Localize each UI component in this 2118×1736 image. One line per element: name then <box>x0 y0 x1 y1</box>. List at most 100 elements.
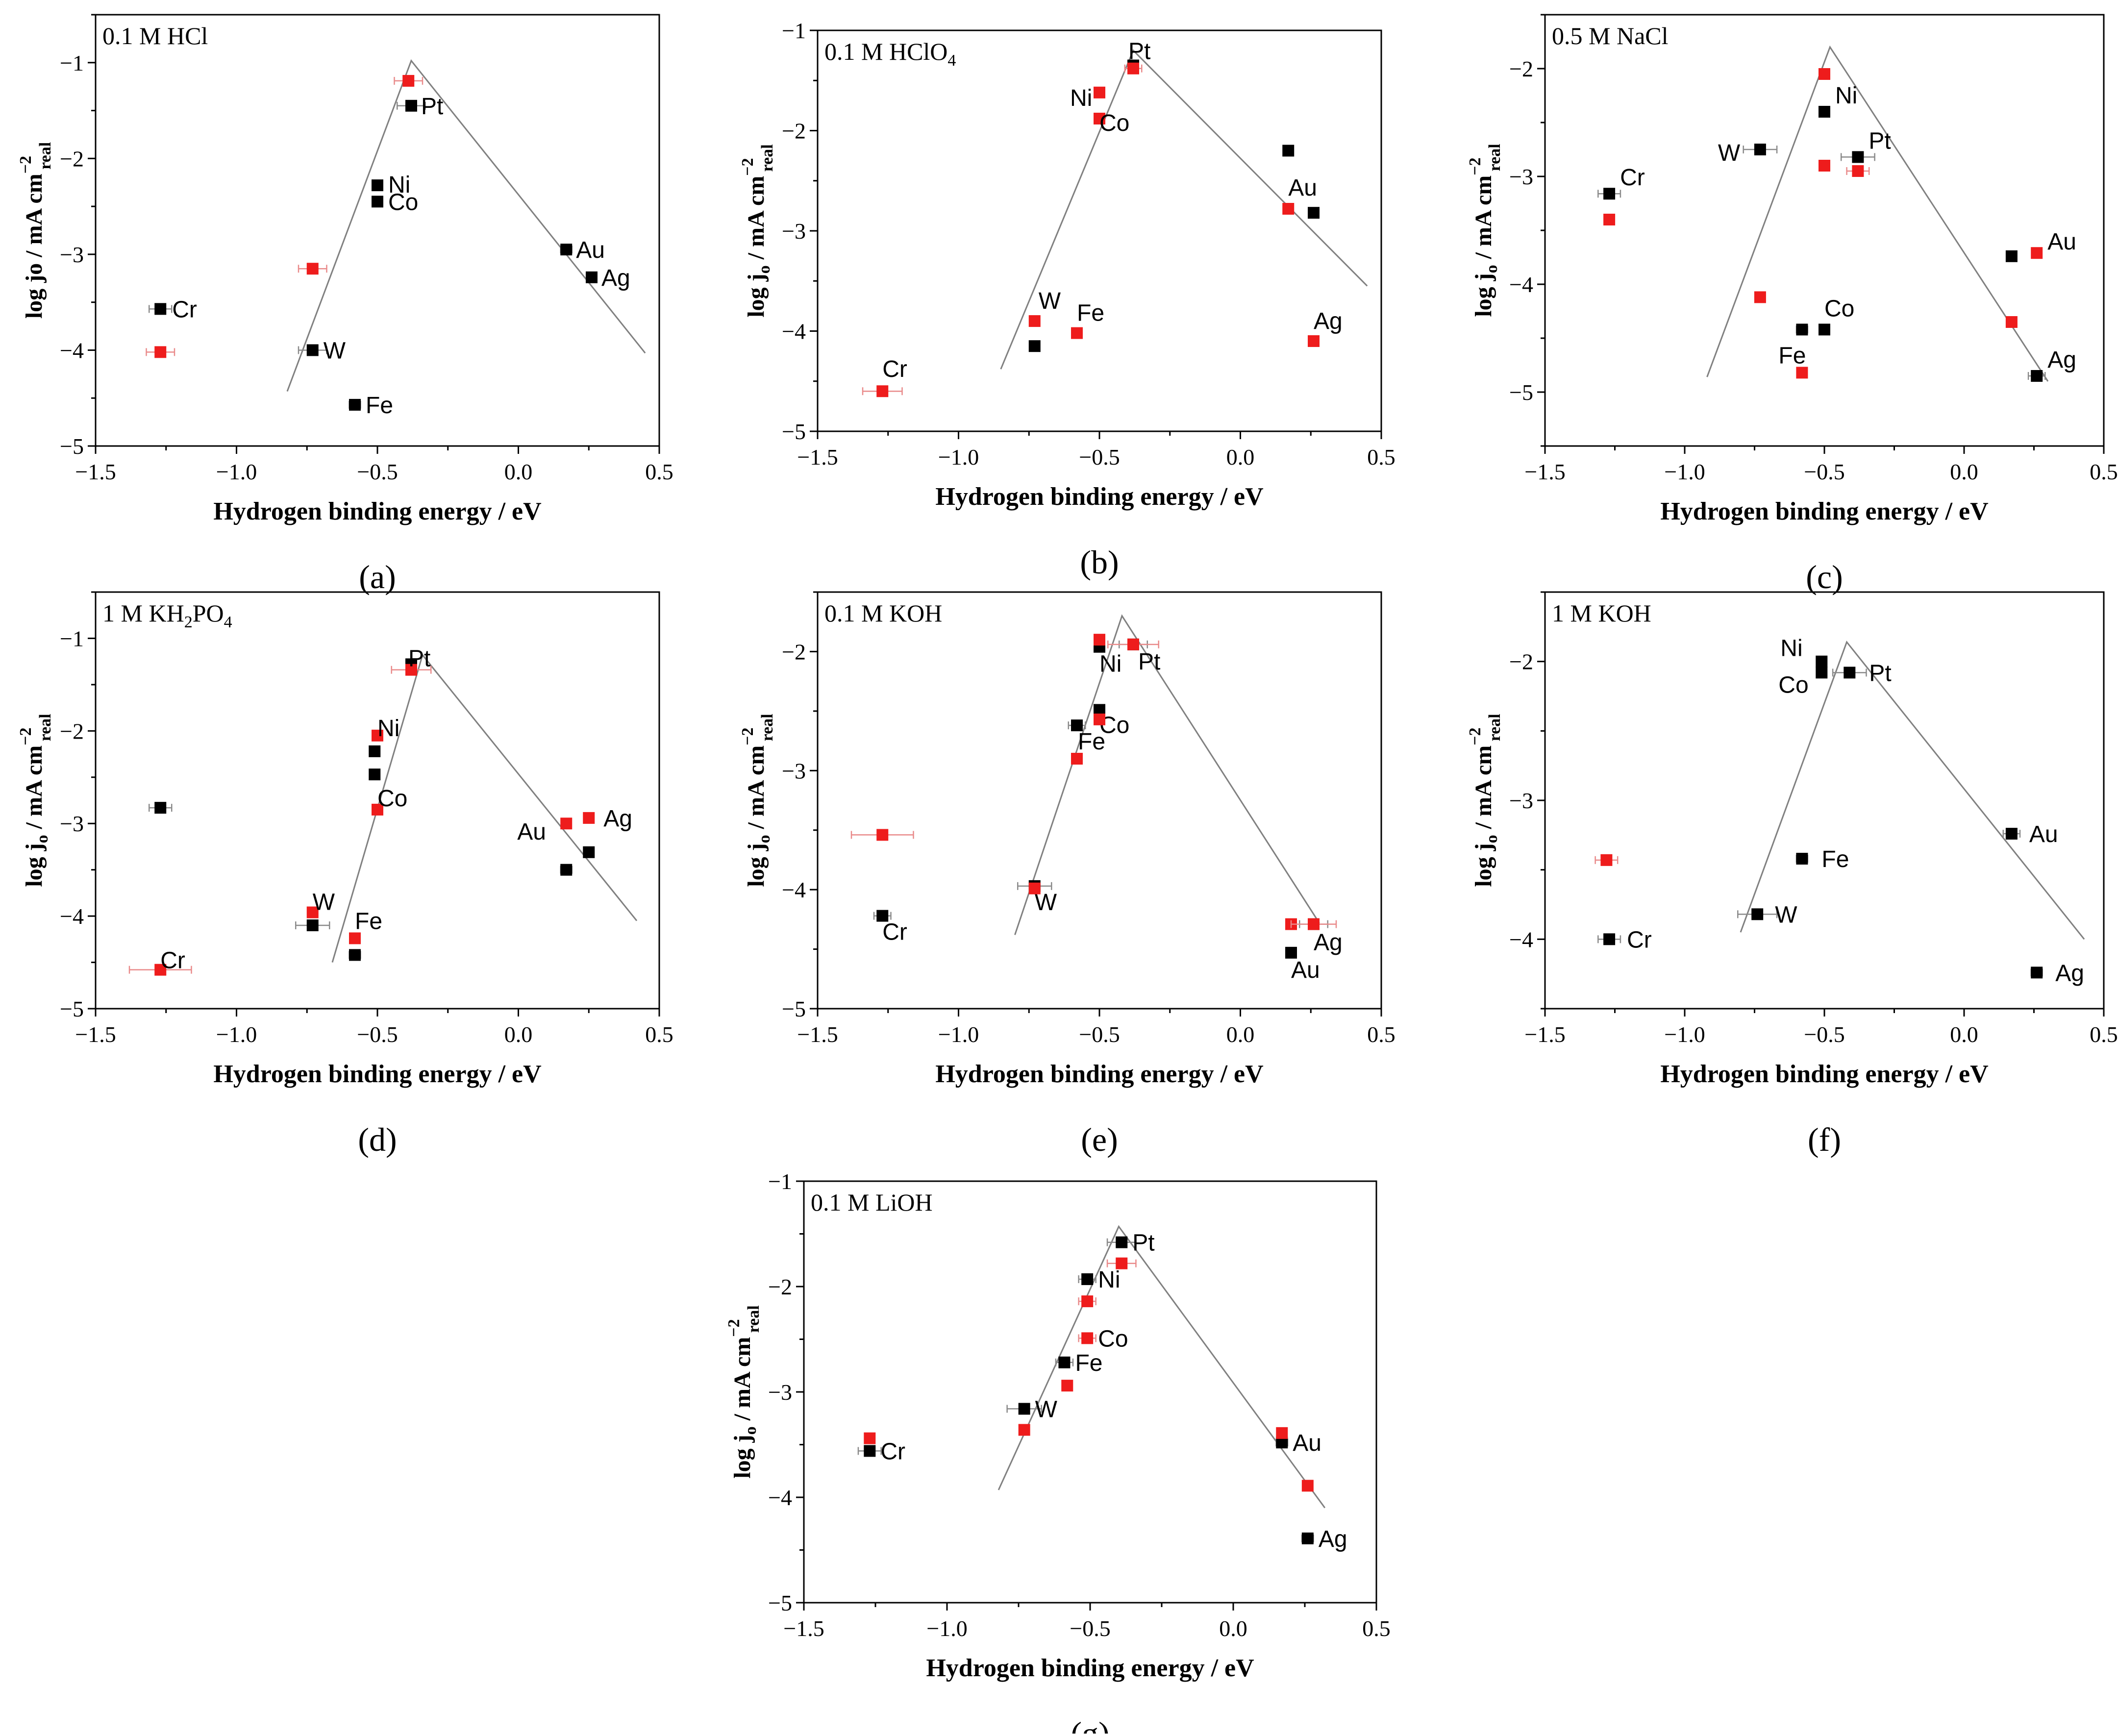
data-point-red <box>1308 335 1320 347</box>
volcano-line <box>1706 45 2049 382</box>
volcano-line <box>1740 640 2085 940</box>
plot-frame <box>803 1180 1377 1604</box>
element-label: Fe <box>1075 1350 1102 1376</box>
element-label: Ag <box>603 806 632 832</box>
x-tick-label: −1.5 <box>797 1022 838 1047</box>
plot-frame <box>95 14 660 447</box>
x-axis-label: Hydrogen binding energy / eV <box>1660 1060 1988 1088</box>
data-point-black <box>1285 946 1297 959</box>
data-point-black <box>1282 145 1295 157</box>
data-point-black <box>1071 719 1083 731</box>
element-label: Fe <box>1778 343 1806 369</box>
data-point-red <box>583 812 595 824</box>
y-tick-label: −3 <box>1509 788 1533 813</box>
y-axis-label: log jo / mA cm−2real <box>725 1305 763 1478</box>
element-label: Ag <box>2047 347 2076 373</box>
panel-letter: (b) <box>1080 544 1119 581</box>
data-point-red <box>405 664 417 676</box>
panel-letter: (a) <box>359 558 396 595</box>
data-point-black <box>372 179 383 192</box>
x-tick-label: 0.0 <box>504 1022 533 1047</box>
data-point-red <box>1071 327 1083 339</box>
data-point-red <box>876 385 889 397</box>
y-tick-label: −4 <box>60 338 84 363</box>
y-tick-label: −5 <box>60 996 84 1021</box>
y-tick-label: −3 <box>60 811 84 836</box>
element-label: Co <box>377 786 407 812</box>
element-label: W <box>1775 902 1797 928</box>
data-point-red <box>1282 203 1295 215</box>
x-tick-label: 0.0 <box>504 459 533 484</box>
chart-panel-g: −1.5 −1.0 −0.5 0.0 0.5 −5 −4 −3 −2 −1 Hydrogen bin… <box>725 1169 1391 1736</box>
data-point-black <box>1844 667 1856 679</box>
x-axis-label: Hydrogen binding energy / eV <box>213 497 541 525</box>
y-tick-label: −2 <box>768 1274 792 1299</box>
x-tick-label: 0.0 <box>1226 445 1255 470</box>
data-point-black <box>306 344 319 356</box>
element-label: Cr <box>1620 165 1645 191</box>
y-axis-label: log jo / mA cm−2real <box>739 144 776 317</box>
element-label: Fe <box>1821 846 1849 872</box>
y-tick-label: −3 <box>782 758 806 783</box>
element-label: Ni <box>1098 1267 1120 1293</box>
y-tick-label: −1 <box>782 18 806 43</box>
data-point-red <box>1071 753 1083 765</box>
element-label: Fe <box>366 393 393 419</box>
data-point-red <box>1028 882 1041 894</box>
y-tick-label: −3 <box>1509 164 1533 189</box>
x-tick-label: 0.5 <box>1367 445 1395 470</box>
electrolyte-label: 0.5 M NaCl <box>1552 22 1669 50</box>
data-point-red <box>2031 247 2043 259</box>
x-tick-label: 0.0 <box>1226 1022 1255 1047</box>
data-point-red <box>1094 634 1105 646</box>
data-point-red <box>1028 315 1041 327</box>
element-label: Au <box>517 819 546 845</box>
element-label: Ni <box>388 172 410 198</box>
element-label: Ni <box>1099 651 1121 677</box>
data-point-red <box>349 932 361 944</box>
x-tick-label: −1.0 <box>938 445 979 470</box>
y-tick-label: −5 <box>782 996 806 1021</box>
x-tick-label: −0.5 <box>1804 1022 1844 1047</box>
data-point-red <box>1081 1295 1094 1308</box>
x-tick-label: −1.0 <box>216 1022 257 1047</box>
data-point-black <box>560 864 573 876</box>
y-tick-label: −3 <box>768 1380 792 1405</box>
data-point-black <box>1028 340 1041 352</box>
element-label: Ag <box>1314 930 1343 956</box>
x-tick-label: 0.0 <box>1219 1616 1247 1641</box>
element-label: Ni <box>1070 85 1092 111</box>
data-point-red <box>372 803 383 816</box>
electrolyte-label: 0.1 M KOH <box>824 599 942 627</box>
x-tick-label: 0.5 <box>645 1022 673 1047</box>
data-point-black <box>1796 853 1808 865</box>
y-tick-label: −4 <box>1509 272 1533 297</box>
data-point-black <box>1816 655 1828 668</box>
element-label: Cr <box>1627 927 1652 953</box>
y-tick-label: −5 <box>782 419 806 444</box>
element-label: Au <box>1288 175 1317 201</box>
element-label: Co <box>1824 296 1854 322</box>
x-axis-label: Hydrogen binding energy / eV <box>926 1654 1254 1682</box>
data-point-red <box>306 906 319 918</box>
data-point-red <box>1094 112 1105 124</box>
data-point-red <box>1796 367 1808 379</box>
element-label: Co <box>388 189 418 215</box>
panel-letter: (e) <box>1081 1121 1118 1158</box>
y-tick-label: −3 <box>782 219 806 244</box>
data-point-red <box>154 346 167 358</box>
volcano-line <box>286 59 646 392</box>
electrolyte-label: 1 M KH2PO4 <box>102 599 232 631</box>
volcano-line <box>997 1225 1326 1509</box>
data-point-red <box>154 964 167 976</box>
x-tick-label: −0.5 <box>1079 445 1120 470</box>
y-tick-label: −1 <box>60 50 84 75</box>
data-point-red <box>372 729 383 742</box>
data-point-black <box>349 398 361 411</box>
data-point-red <box>1301 1480 1314 1492</box>
element-label: Ag <box>1314 308 1343 334</box>
data-point-black <box>1603 933 1616 945</box>
y-axis-label: log jo / mA cm−2real <box>17 142 54 319</box>
element-label: Pt <box>1869 660 1891 686</box>
